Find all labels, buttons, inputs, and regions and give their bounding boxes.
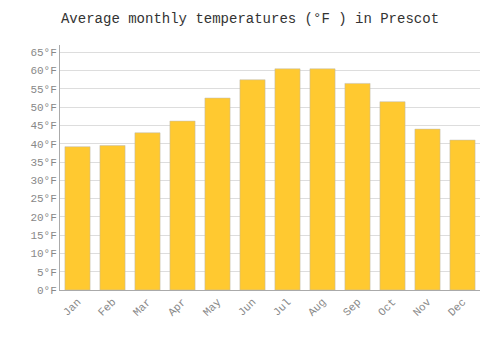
svg-text:35°F: 35°F	[30, 157, 56, 169]
svg-text:15°F: 15°F	[30, 230, 56, 242]
svg-text:Jan: Jan	[61, 296, 83, 318]
svg-text:Jul: Jul	[271, 296, 293, 318]
svg-text:Feb: Feb	[96, 296, 118, 318]
svg-text:30°F: 30°F	[30, 175, 56, 187]
svg-text:Jun: Jun	[236, 296, 258, 318]
svg-text:Nov: Nov	[411, 296, 434, 319]
svg-text:Dec: Dec	[446, 296, 468, 318]
svg-text:45°F: 45°F	[30, 120, 56, 132]
svg-text:65°F: 65°F	[30, 47, 56, 59]
svg-text:60°F: 60°F	[30, 65, 56, 77]
svg-text:25°F: 25°F	[30, 193, 56, 205]
svg-text:May: May	[201, 296, 224, 319]
svg-text:10°F: 10°F	[30, 248, 56, 260]
svg-text:Aug: Aug	[306, 296, 328, 318]
svg-text:40°F: 40°F	[30, 139, 56, 151]
svg-text:55°F: 55°F	[30, 84, 56, 96]
svg-text:Average monthly temperatures (: Average monthly temperatures (°F ) in Pr…	[61, 11, 439, 27]
svg-text:0°F: 0°F	[37, 285, 57, 297]
svg-text:50°F: 50°F	[30, 102, 56, 114]
svg-text:Oct: Oct	[376, 296, 398, 318]
svg-text:20°F: 20°F	[30, 212, 56, 224]
svg-text:Apr: Apr	[166, 296, 188, 318]
svg-text:5°F: 5°F	[37, 267, 57, 279]
svg-text:Sep: Sep	[341, 296, 363, 318]
svg-text:Mar: Mar	[131, 296, 153, 318]
